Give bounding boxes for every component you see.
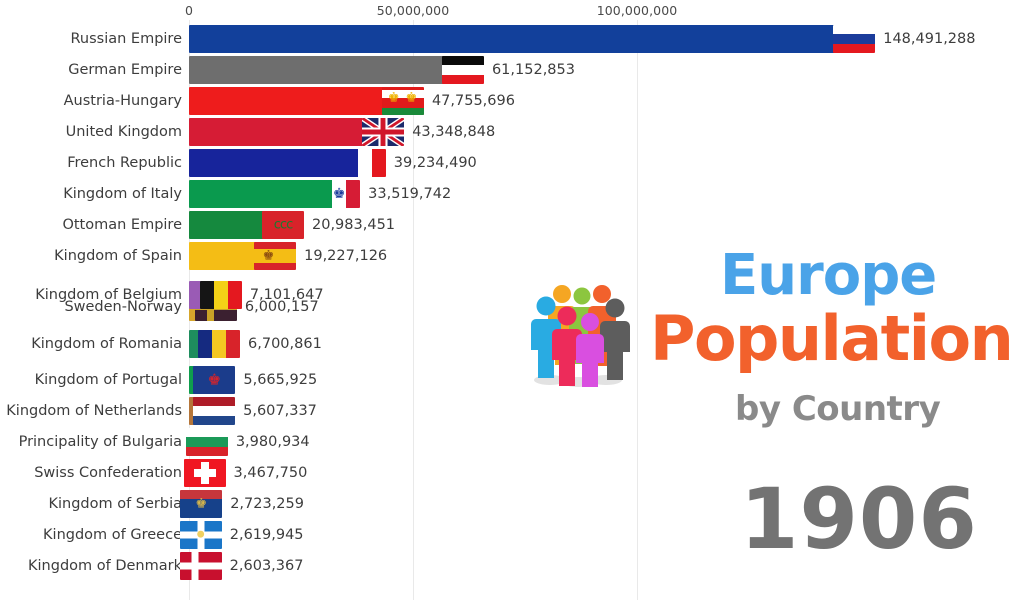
year-label: 1906	[740, 470, 978, 568]
country-flag-icon	[441, 56, 484, 84]
bar-category-label: Kingdom of Portugal	[34, 372, 182, 388]
bar-value-label: 20,983,451	[312, 217, 396, 233]
bar-row[interactable]: German Empire 61,152,853	[0, 56, 1024, 84]
bar-category-label: United Kingdom	[65, 124, 182, 140]
country-flag-icon	[198, 330, 240, 358]
bar-row[interactable]: Austria-Hungary ♚ ♚ 47,755,696	[0, 87, 1024, 115]
bar[interactable]	[189, 149, 365, 177]
country-flag-icon: ●	[179, 521, 222, 549]
bar[interactable]	[189, 25, 855, 53]
bar-category-label: German Empire	[68, 62, 182, 78]
bar-value-label: 5,665,925	[243, 372, 318, 388]
bar-row[interactable]: Kingdom of Denmark 2,603,367	[0, 552, 1024, 580]
bar-row[interactable]: Principality of Bulgaria 3,980,934	[0, 428, 1024, 456]
bar-value-label: 148,491,288	[883, 31, 976, 47]
bar-row[interactable]: Kingdom of Italy ♚ 33,519,742	[0, 180, 1024, 208]
bar-row[interactable]: Kingdom of Greece ● 2,619,945	[0, 521, 1024, 549]
bar-category-label: Kingdom of Netherlands	[6, 403, 182, 419]
brand-by-country: by Country	[735, 389, 941, 429]
country-flag-icon: ♚ ♚	[381, 87, 424, 115]
country-flag-icon	[179, 552, 222, 580]
bar-value-label: 7,101,647	[249, 287, 324, 303]
country-flag-icon: ♚	[254, 242, 297, 270]
bar-category-label: Austria-Hungary	[63, 93, 182, 109]
bar[interactable]	[189, 56, 463, 84]
bar-row[interactable]: Kingdom of Portugal ♚ 5,665,925	[0, 366, 1024, 394]
gridline	[637, 20, 638, 600]
bar-value-label: 47,755,696	[431, 93, 515, 109]
bar-category-label: French Republic	[67, 155, 182, 171]
bar[interactable]	[189, 118, 384, 146]
bar-category-label: Principality of Bulgaria	[18, 434, 182, 450]
bar-value-label: 3,980,934	[235, 434, 310, 450]
country-flag-icon: ccc	[262, 211, 304, 239]
bar-value-label: 2,723,259	[230, 496, 304, 512]
bar-category-label: Sweden-Norway	[64, 299, 182, 315]
country-flag-icon	[343, 149, 386, 177]
country-flag-icon	[833, 25, 876, 53]
bar-category-label: Kingdom of Spain	[54, 248, 182, 264]
bar-value-label: 5,607,337	[243, 403, 317, 419]
bar-row[interactable]: Swiss Confederation 3,467,750	[0, 459, 1024, 487]
bar-row[interactable]: Kingdom of Romania 6,700,861	[0, 330, 1024, 358]
people-group-icon	[520, 268, 640, 388]
country-flag-icon	[199, 281, 242, 309]
bar-value-label: 43,348,848	[412, 124, 496, 140]
bar-value-label: 2,603,367	[229, 558, 304, 574]
bar-category-label: Swiss Confederation	[34, 465, 182, 481]
gridline	[413, 20, 414, 600]
country-flag-icon	[185, 428, 228, 456]
axis-tick-label: 50,000,000	[376, 3, 450, 18]
country-flag-icon	[193, 397, 236, 425]
bar-row[interactable]: Kingdom of Spain ♚ 19,227,126	[0, 242, 1024, 270]
bar-value-label: 19,227,126	[304, 248, 388, 264]
bar-row[interactable]: French Republic 39,234,490	[0, 149, 1024, 177]
bar-category-label: Russian Empire	[70, 31, 182, 47]
bar-row[interactable]: Russian Empire 148,491,288	[0, 25, 1024, 53]
bar-value-label: 2,619,945	[229, 527, 304, 543]
bar-value-label: 39,234,490	[393, 155, 477, 171]
bar-value-label: 6,700,861	[248, 336, 322, 352]
bar-category-label: Kingdom of Belgium	[35, 287, 182, 303]
bar[interactable]	[189, 87, 403, 115]
brand-population: Population	[650, 302, 1014, 375]
bar-value-label: 33,519,742	[368, 186, 452, 202]
axis-tick-label: 100,000,000	[596, 3, 678, 18]
bar-category-label: Ottoman Empire	[62, 217, 182, 233]
country-flag-icon: ♚	[318, 180, 361, 208]
bar-value-label: 6,000,157	[244, 299, 319, 315]
bar-row[interactable]: Kingdom of Netherlands 5,607,337	[0, 397, 1024, 425]
country-flag-icon	[362, 118, 405, 146]
bar-row[interactable]: Ottoman Empire ccc 20,983,451	[0, 211, 1024, 239]
bar-category-label: Kingdom of Serbia	[48, 496, 182, 512]
country-flag-icon	[183, 459, 226, 487]
bar-category-label: Kingdom of Italy	[63, 186, 182, 202]
bar[interactable]	[189, 180, 340, 208]
bar-value-label: 61,152,853	[491, 62, 575, 78]
bar-row[interactable]: Kingdom of Belgium 7,101,647	[0, 281, 1024, 309]
bar-category-label: Kingdom of Greece	[43, 527, 182, 543]
bar-value-label: 3,467,750	[233, 465, 308, 481]
bar-category-label: Kingdom of Denmark	[28, 558, 182, 574]
country-flag-icon: ♚	[193, 366, 236, 394]
country-flag-icon: ♚	[180, 490, 223, 518]
axis-tick-label: 0	[184, 3, 194, 18]
bar-row[interactable]: Kingdom of Serbia ♚ 2,723,259	[0, 490, 1024, 518]
bar-row[interactable]: United Kingdom 43,348,848	[0, 118, 1024, 146]
bar-category-label: Kingdom of Romania	[31, 336, 182, 352]
brand-europe: Europe	[720, 243, 937, 308]
